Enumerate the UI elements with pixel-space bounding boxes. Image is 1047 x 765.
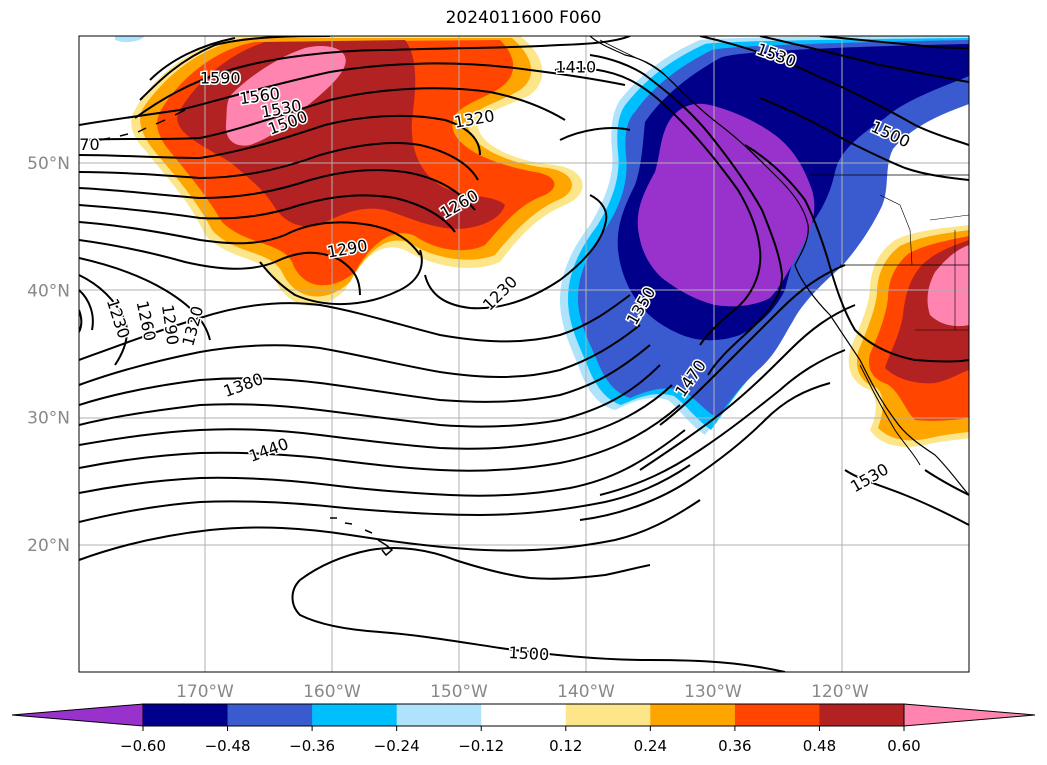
colorbar-tick-label: −0.24 [374, 737, 420, 755]
contour-label-text: 1410 [555, 57, 596, 76]
contour-label: 1500 [506, 642, 551, 666]
colorbar: −0.60 −0.48 −0.36 −0.24 −0.12 0.12 0.24 0.36 0.4… [11, 703, 1036, 755]
colorbar-segment [650, 704, 736, 726]
colorbar-segment [312, 704, 398, 726]
colorbar-segment [227, 704, 313, 726]
positive-anomaly-north-pacific [131, 36, 583, 307]
colorbar-tick-label: −0.48 [205, 737, 251, 755]
colorbar-tick-label: 0.12 [549, 737, 582, 755]
longitude-label: 150°W [430, 682, 488, 702]
colorbar-tick-label: −0.12 [458, 737, 504, 755]
plot-area: 1590156015301500141013201260129012301530… [79, 36, 969, 672]
map-title: 2024011600 F060 [445, 8, 602, 28]
contour-label: 1410 [554, 56, 598, 78]
colorbar-segment [481, 704, 567, 726]
colorbar-outline [142, 703, 905, 727]
contour-label-text: 1500 [508, 643, 550, 664]
colorbar-tick-label: −0.36 [289, 737, 335, 755]
contour-label-text: 1590 [200, 69, 241, 88]
latitude-label: 30°N [27, 409, 70, 429]
contour-label-text: 70 [79, 135, 99, 154]
longitude-label: 120°W [811, 682, 869, 702]
colorbar-tick-label: 0.36 [718, 737, 751, 755]
contour-label: 70 [79, 133, 101, 155]
longitude-labels: 170°W 160°W 150°W 140°W 130°W 120°W [176, 682, 869, 702]
contour-label: 1590 [198, 67, 242, 89]
latitude-label: 20°N [27, 536, 70, 556]
colorbar-segment [819, 704, 905, 726]
borders [810, 174, 969, 331]
negative-anomaly-west-coast [560, 36, 969, 435]
colorbar-tick-label: −0.60 [120, 737, 166, 755]
positive-anomaly-southwest [848, 225, 969, 447]
colorbar-tick-label: 0.24 [634, 737, 667, 755]
latitude-label: 50°N [27, 154, 70, 174]
colorbar-segment [143, 704, 229, 726]
contour-label: 1560 [237, 82, 283, 109]
colorbar-segment [396, 704, 482, 726]
colorbar-extend-max [903, 703, 1036, 727]
longitude-label: 130°W [684, 682, 742, 702]
colorbar-tick-label: 0.60 [887, 737, 920, 755]
colorbar-segment [734, 704, 820, 726]
contour-label-text: 1560 [238, 84, 281, 108]
longitude-label: 140°W [557, 682, 615, 702]
longitude-label: 170°W [176, 682, 234, 702]
latitude-label: 40°N [27, 281, 70, 301]
colorbar-tick-label: 0.48 [803, 737, 836, 755]
latitude-labels: 50°N 40°N 30°N 20°N [27, 154, 70, 556]
colorbar-segment [565, 704, 651, 726]
colorbar-extend-min [11, 703, 144, 727]
graticule [79, 36, 969, 672]
longitude-label: 160°W [303, 682, 361, 702]
map-frame [78, 35, 970, 673]
